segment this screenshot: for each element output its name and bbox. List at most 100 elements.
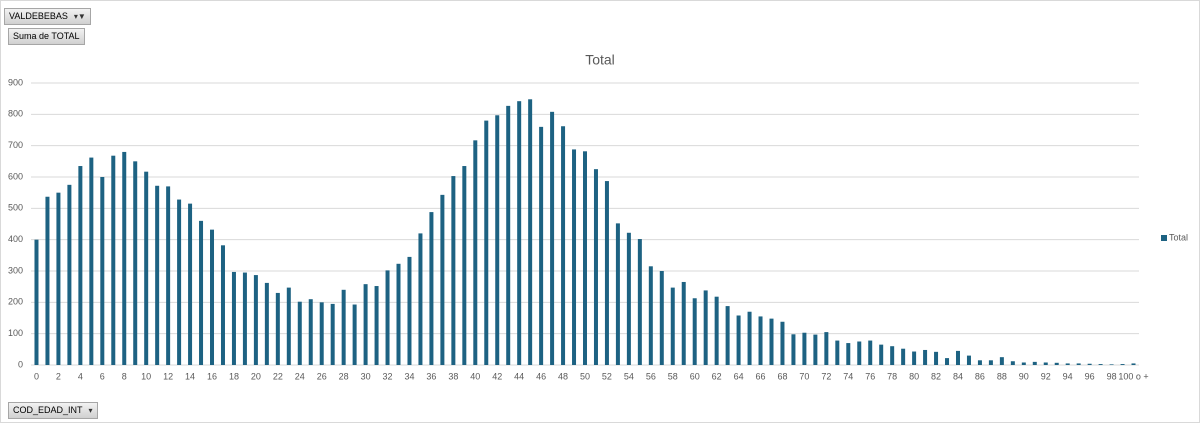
bar	[451, 176, 456, 365]
dropdown-icon: ▾	[88, 406, 93, 415]
bar	[747, 311, 752, 365]
bar	[966, 355, 971, 365]
bar	[988, 360, 993, 365]
bar	[539, 126, 544, 365]
bar	[210, 229, 215, 365]
bar	[550, 111, 555, 366]
bar	[1087, 363, 1092, 365]
x-tick-label: 58	[668, 371, 678, 381]
y-tick-label: 300	[8, 265, 23, 275]
bar	[330, 303, 335, 365]
bar	[813, 334, 818, 365]
bar	[396, 263, 401, 365]
x-tick-label: 30	[361, 371, 371, 381]
bar	[45, 196, 50, 365]
y-tick-label: 500	[8, 203, 23, 213]
bar	[846, 343, 851, 365]
bar	[659, 271, 664, 365]
bar	[385, 270, 390, 365]
x-tick-label: 4	[78, 371, 83, 381]
y-tick-label: 800	[8, 109, 23, 119]
bar	[67, 184, 72, 365]
x-tick-label: 86	[975, 371, 985, 381]
bar	[637, 239, 642, 365]
legend-label: Total	[1169, 232, 1188, 242]
bar	[286, 287, 291, 365]
bar	[220, 245, 225, 365]
bar	[572, 149, 577, 365]
value-field-button[interactable]: Suma de TOTAL	[8, 28, 85, 45]
x-tick-label: 6	[100, 371, 105, 381]
bar	[89, 157, 94, 365]
x-tick-label: 34	[404, 371, 414, 381]
x-tick-label: 16	[207, 371, 217, 381]
bar	[1010, 361, 1015, 365]
bar	[517, 101, 522, 365]
bar	[912, 351, 917, 365]
bar	[144, 171, 149, 365]
bar	[868, 340, 873, 365]
bar	[934, 351, 939, 365]
filter-icon: ▾▼	[73, 12, 86, 21]
x-tick-label: 0	[34, 371, 39, 381]
bar	[769, 318, 774, 365]
bar	[155, 185, 160, 365]
axis-field-button[interactable]: COD_EDAD_INT ▾	[8, 402, 98, 419]
x-tick-label: 12	[163, 371, 173, 381]
x-tick-label: 66	[756, 371, 766, 381]
x-tick-label: 36	[426, 371, 436, 381]
bar	[999, 357, 1004, 365]
bar	[78, 166, 83, 365]
bar	[528, 99, 533, 365]
x-tick-label: 32	[383, 371, 393, 381]
bar	[177, 199, 182, 365]
x-tick-label: 52	[602, 371, 612, 381]
x-tick-label: 80	[909, 371, 919, 381]
x-tick-label: 22	[273, 371, 283, 381]
y-tick-label: 700	[8, 140, 23, 150]
value-field-label: Suma de TOTAL	[13, 31, 80, 41]
y-tick-label: 400	[8, 234, 23, 244]
bar	[440, 194, 445, 365]
x-tick-label: 24	[295, 371, 305, 381]
x-tick-label: 40	[470, 371, 480, 381]
bar	[308, 299, 313, 365]
bar	[1032, 361, 1037, 365]
bar	[703, 290, 708, 365]
x-tick-label: 14	[185, 371, 195, 381]
x-tick-label: 60	[690, 371, 700, 381]
x-tick-label: 42	[492, 371, 502, 381]
bar	[604, 181, 609, 365]
x-tick-label: 76	[865, 371, 875, 381]
bar	[780, 321, 785, 365]
bar	[352, 304, 357, 365]
x-tick-label: 28	[339, 371, 349, 381]
bar	[363, 284, 368, 365]
filter-button[interactable]: VALDEBEBAS ▾▼	[4, 8, 91, 25]
bar	[824, 332, 829, 365]
bar	[736, 315, 741, 365]
bar	[100, 177, 105, 365]
bar	[626, 232, 631, 365]
x-tick-label: 100 o +	[1118, 371, 1148, 381]
bar	[1120, 364, 1125, 365]
bar	[319, 302, 324, 365]
bar	[1043, 362, 1048, 365]
bar	[890, 346, 895, 365]
bar	[835, 340, 840, 365]
x-tick-label: 18	[229, 371, 239, 381]
bar	[407, 256, 412, 365]
x-tick-label: 50	[580, 371, 590, 381]
bar	[56, 192, 61, 365]
x-tick-label: 56	[646, 371, 656, 381]
x-tick-label: 46	[536, 371, 546, 381]
bar	[199, 220, 204, 365]
x-tick-label: 94	[1063, 371, 1073, 381]
bar	[484, 120, 489, 365]
bar	[133, 161, 138, 365]
bar	[188, 203, 193, 365]
bar	[681, 281, 686, 365]
x-tick-label: 2	[56, 371, 61, 381]
bar	[977, 360, 982, 365]
bar	[418, 233, 423, 365]
